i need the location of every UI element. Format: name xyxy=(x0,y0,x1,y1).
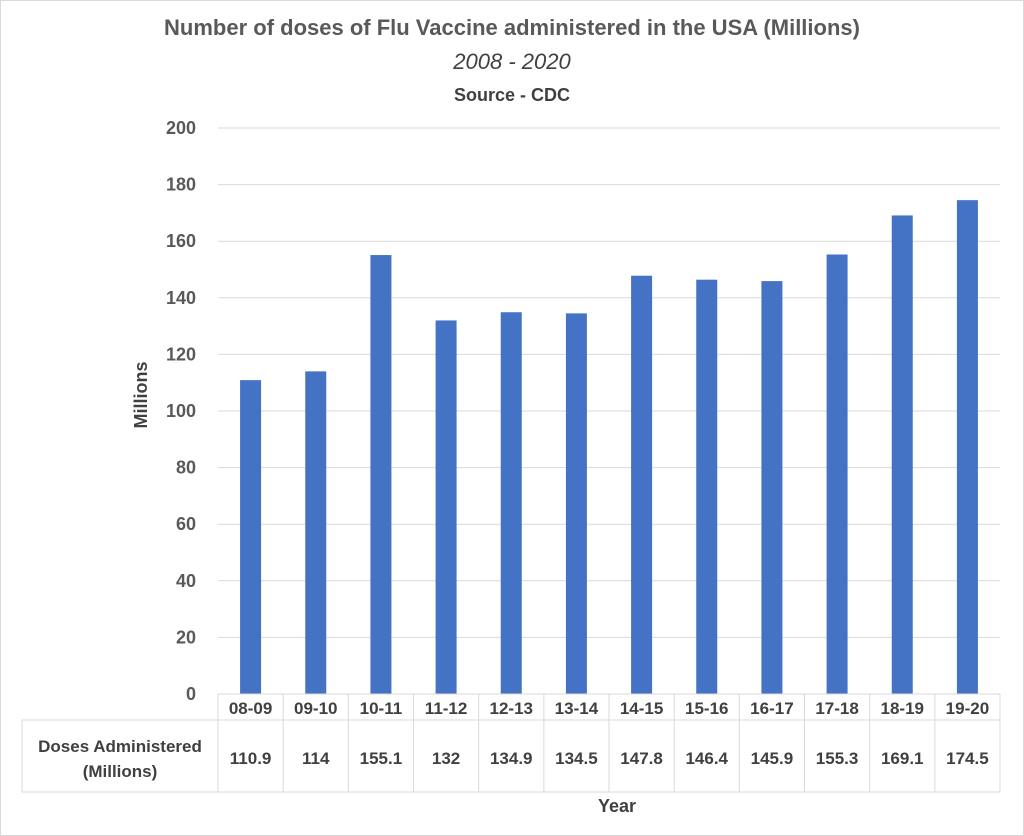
data-label-18-19: 169.1 xyxy=(881,749,924,768)
data-label-19-20: 174.5 xyxy=(946,749,989,768)
bar-14-15 xyxy=(631,275,653,694)
bar-13-14 xyxy=(565,313,587,694)
bar-16-17 xyxy=(761,281,783,694)
bar-15-16 xyxy=(696,279,718,694)
y-tick-label-180: 180 xyxy=(166,175,196,195)
category-label-12-13: 12-13 xyxy=(490,699,533,718)
y-axis-label: Millions xyxy=(131,362,151,429)
chart-source: Source - CDC xyxy=(454,85,570,105)
category-label-13-14: 13-14 xyxy=(555,699,599,718)
chart-subtitle: 2008 - 2020 xyxy=(452,49,571,74)
chart-title: Number of doses of Flu Vaccine administe… xyxy=(164,15,860,40)
y-tick-label-160: 160 xyxy=(166,231,196,251)
data-label-13-14: 134.5 xyxy=(555,749,598,768)
y-axis-ticks: 0 20 40 60 80 100 120 140 160 180 200 xyxy=(166,118,196,704)
y-tick-label-80: 80 xyxy=(176,458,196,478)
bar-19-20 xyxy=(956,200,978,695)
category-label-17-18: 17-18 xyxy=(815,699,858,718)
bars xyxy=(240,200,978,695)
data-label-16-17: 145.9 xyxy=(751,749,794,768)
bar-11-12 xyxy=(435,320,457,694)
bar-09-10 xyxy=(305,371,327,694)
category-label-11-12: 11-12 xyxy=(425,699,468,718)
y-tick-label-40: 40 xyxy=(176,571,196,591)
category-label-15-16: 15-16 xyxy=(685,699,728,718)
y-tick-label-200: 200 xyxy=(166,118,196,138)
y-tick-label-60: 60 xyxy=(176,514,196,534)
data-label-14-15: 147.8 xyxy=(620,749,663,768)
y-tick-label-140: 140 xyxy=(166,288,196,308)
series-name: Doses Administered (Millions) xyxy=(38,737,202,781)
category-label-14-15: 14-15 xyxy=(620,699,663,718)
series-name-line-2: (Millions) xyxy=(83,762,158,781)
bar-17-18 xyxy=(826,254,848,694)
data-label-08-09: 110.9 xyxy=(230,749,272,768)
category-label-18-19: 18-19 xyxy=(881,699,924,718)
data-table: 08-09 110.9 09-10 114 10-11 155.1 11-12 132 12-1… xyxy=(21,693,1001,793)
category-label-08-09: 08-09 xyxy=(229,699,272,718)
data-label-10-11: 155.1 xyxy=(360,749,403,768)
category-label-10-11: 10-11 xyxy=(360,699,403,718)
data-label-17-18: 155.3 xyxy=(816,749,859,768)
bar-12-13 xyxy=(500,312,522,694)
y-tick-label-20: 20 xyxy=(176,627,196,647)
category-label-19-20: 19-20 xyxy=(946,699,989,718)
gridlines xyxy=(218,127,1000,638)
data-label-09-10: 114 xyxy=(302,749,330,768)
data-label-12-13: 134.9 xyxy=(490,749,533,768)
x-axis-label: Year xyxy=(598,796,636,816)
bar-08-09 xyxy=(240,380,262,694)
data-label-15-16: 146.4 xyxy=(685,749,728,768)
series-name-line-1: Doses Administered xyxy=(38,737,202,756)
y-tick-label-0: 0 xyxy=(186,684,196,704)
bar-10-11 xyxy=(370,255,392,694)
y-tick-label-120: 120 xyxy=(166,344,196,364)
category-label-16-17: 16-17 xyxy=(750,699,793,718)
bar-18-19 xyxy=(891,215,913,694)
category-label-09-10: 09-10 xyxy=(294,699,337,718)
data-label-11-12: 132 xyxy=(432,749,460,768)
y-tick-label-100: 100 xyxy=(166,401,196,421)
